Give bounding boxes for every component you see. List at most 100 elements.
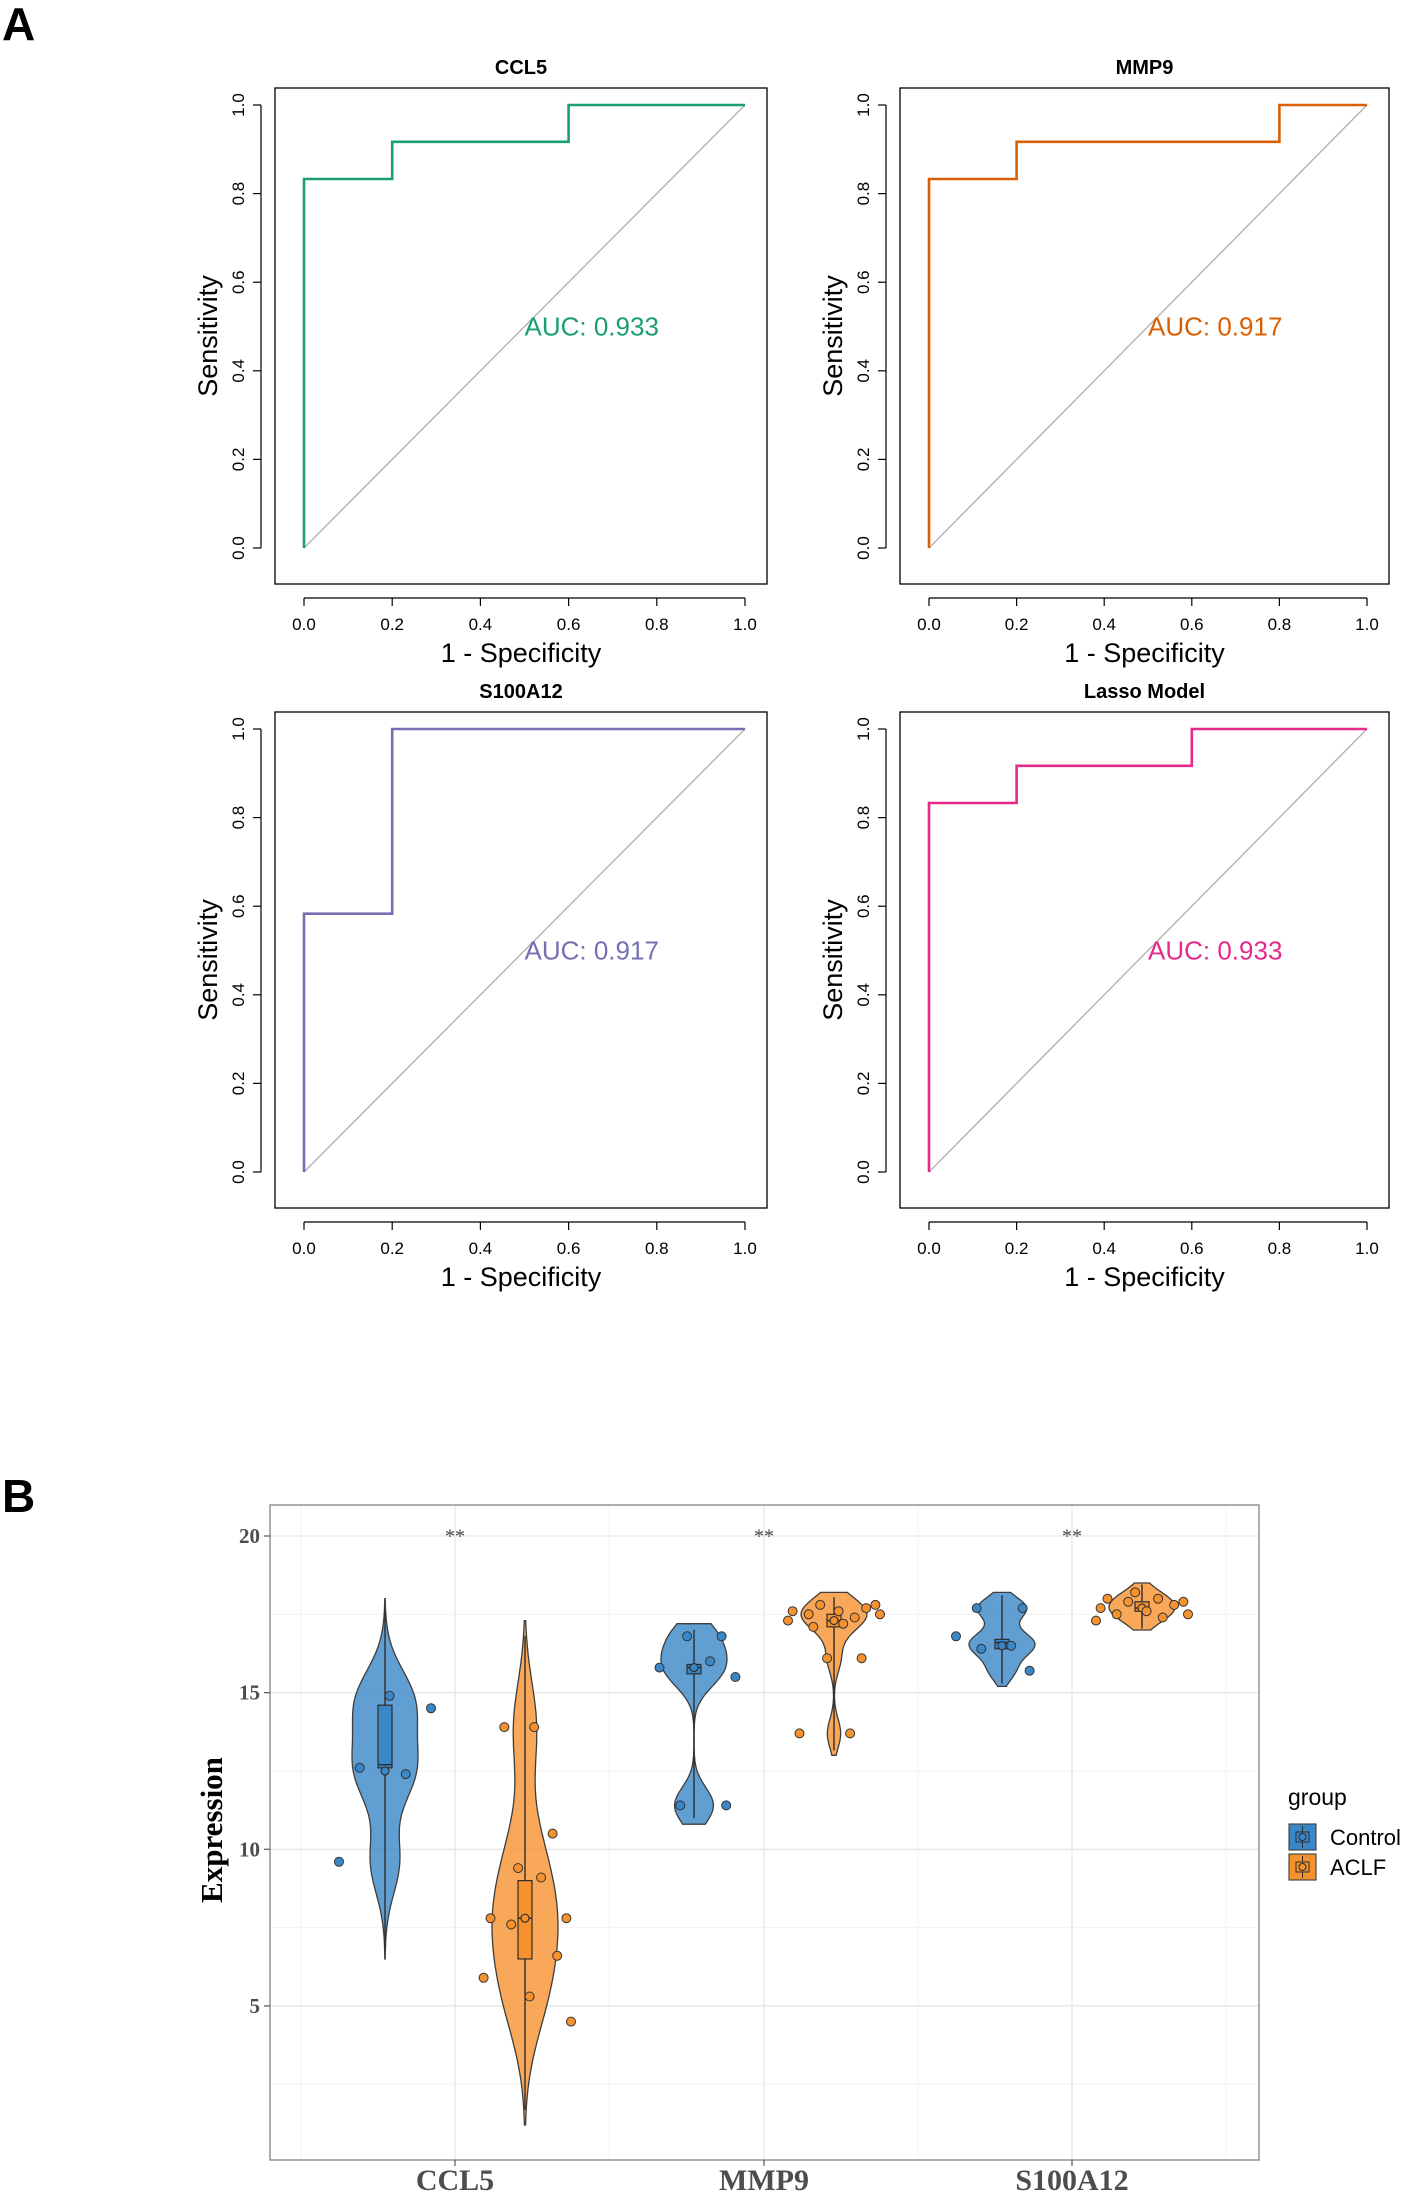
mean-marker bbox=[689, 1663, 699, 1673]
violin-ccl5-control bbox=[334, 1598, 436, 1960]
y-tick-label: 0.8 bbox=[854, 182, 873, 206]
data-point bbox=[1153, 1593, 1164, 1604]
y-tick-label: 1.0 bbox=[229, 93, 248, 117]
data-point bbox=[1130, 1587, 1141, 1598]
violin-s100a12-aclf bbox=[1091, 1582, 1193, 1631]
data-point bbox=[675, 1800, 686, 1811]
significance-label: ** bbox=[1062, 1525, 1082, 1547]
data-point bbox=[499, 1722, 510, 1733]
x-tick-label: 1.0 bbox=[1355, 615, 1379, 634]
data-point bbox=[815, 1599, 826, 1610]
x-tick-label: 0.6 bbox=[1180, 615, 1204, 634]
data-point bbox=[803, 1609, 814, 1620]
data-point bbox=[552, 1950, 563, 1961]
data-point bbox=[547, 1828, 558, 1839]
y-tick-label: 0.4 bbox=[854, 359, 873, 383]
plot-frame bbox=[899, 711, 1390, 1209]
legend-entry-control: Control bbox=[1288, 1823, 1401, 1851]
y-tick-label: 0.6 bbox=[854, 270, 873, 294]
x-axis-label: 1 - Specificity bbox=[1064, 1262, 1225, 1292]
chart-title: Lasso Model bbox=[1084, 681, 1205, 703]
data-point bbox=[971, 1603, 982, 1614]
data-point bbox=[1006, 1640, 1017, 1651]
mean-marker bbox=[829, 1616, 839, 1626]
data-point bbox=[566, 2016, 576, 2027]
x-tick-label: 0.0 bbox=[292, 615, 316, 634]
x-tick-label: 0.2 bbox=[1005, 1239, 1029, 1258]
significance-label: ** bbox=[754, 1525, 774, 1547]
data-point bbox=[1091, 1615, 1101, 1626]
auc-label: AUC: 0.933 bbox=[1148, 935, 1282, 965]
y-axis-label: Sensitivity bbox=[818, 899, 848, 1021]
y-tick-label: 0.0 bbox=[854, 536, 873, 560]
mean-marker bbox=[997, 1641, 1007, 1651]
y-tick-label: 0.4 bbox=[854, 983, 873, 1007]
violin-s100a12-control bbox=[951, 1591, 1036, 1688]
diagonal-reference-line bbox=[928, 728, 1368, 1173]
y-tick-label: 0.6 bbox=[229, 894, 248, 918]
data-point bbox=[561, 1913, 572, 1924]
data-point bbox=[506, 1919, 517, 1930]
data-point bbox=[951, 1631, 961, 1642]
x-tick-label: 0.6 bbox=[1180, 1239, 1204, 1258]
y-tick-label: 0.0 bbox=[229, 1160, 248, 1184]
x-tick-label: 0.6 bbox=[557, 1239, 581, 1258]
legend-title: group bbox=[1288, 1784, 1347, 1810]
data-point bbox=[716, 1631, 727, 1642]
x-tick-label: 1.0 bbox=[733, 1239, 757, 1258]
data-point bbox=[794, 1728, 805, 1739]
data-point bbox=[1102, 1593, 1113, 1604]
data-point bbox=[1141, 1606, 1152, 1617]
y-tick-label: 0.0 bbox=[854, 1160, 873, 1184]
data-point bbox=[1095, 1603, 1106, 1614]
data-point bbox=[705, 1656, 716, 1667]
legend-entry-aclf: ACLF bbox=[1288, 1853, 1386, 1881]
y-tick-label: 0.4 bbox=[229, 359, 248, 383]
x-tick-label: 0.2 bbox=[380, 615, 404, 634]
auc-label: AUC: 0.917 bbox=[1148, 311, 1282, 341]
roc-chart-4: Lasso Model 0.0 0.2 0.4 0.6 0.8 1.0 1 - Specifi… bbox=[818, 681, 1390, 1292]
data-point bbox=[1183, 1609, 1193, 1620]
y-axis-label: Sensitivity bbox=[193, 275, 223, 397]
data-point bbox=[524, 1991, 535, 2002]
data-point bbox=[870, 1599, 881, 1610]
x-axis-label: 1 - Specificity bbox=[1064, 638, 1225, 668]
legend-label: Control bbox=[1330, 1825, 1401, 1850]
x-tick-label: 0.6 bbox=[557, 615, 581, 634]
x-tick-label: 0.2 bbox=[1005, 615, 1029, 634]
y-tick-label: 10 bbox=[239, 1837, 260, 1861]
x-tick-label: 0.0 bbox=[917, 615, 941, 634]
data-point bbox=[1017, 1603, 1028, 1614]
y-tick-label: 5 bbox=[250, 1994, 261, 2018]
y-tick-label: 0.4 bbox=[229, 983, 248, 1007]
data-point bbox=[845, 1728, 856, 1739]
x-tick-label: 1.0 bbox=[1355, 1239, 1379, 1258]
panel-b-label: B bbox=[2, 1470, 35, 1522]
data-point bbox=[1169, 1599, 1180, 1610]
roc-curve bbox=[927, 103, 1367, 548]
y-tick-label: 15 bbox=[239, 1681, 260, 1705]
data-point bbox=[478, 1972, 489, 1983]
y-tick-label: 1.0 bbox=[854, 717, 873, 741]
data-point bbox=[787, 1606, 798, 1617]
diagonal-reference-line bbox=[928, 104, 1368, 549]
plot-frame bbox=[899, 87, 1390, 585]
data-point bbox=[849, 1612, 860, 1623]
y-tick-label: 0.0 bbox=[229, 536, 248, 560]
y-tick-label: 0.8 bbox=[229, 806, 248, 830]
x-tick-label: 0.4 bbox=[1092, 1239, 1116, 1258]
data-point bbox=[861, 1603, 872, 1614]
data-point bbox=[485, 1913, 496, 1924]
data-point bbox=[400, 1769, 411, 1780]
mean-marker bbox=[380, 1766, 390, 1776]
data-point bbox=[856, 1653, 867, 1664]
chart-title: CCL5 bbox=[495, 57, 547, 79]
x-tick-label: 0.8 bbox=[1268, 615, 1292, 634]
data-point bbox=[1157, 1612, 1168, 1623]
x-axis-label: 1 - Specificity bbox=[441, 638, 602, 668]
violin-ccl5-aclf bbox=[478, 1619, 576, 2126]
roc-chart-3: S100A12 0.0 0.2 0.4 0.6 0.8 1.0 1 - Specificity… bbox=[193, 681, 768, 1292]
data-point bbox=[833, 1606, 844, 1617]
roc-panels: CCL5 0.0 0.2 0.4 0.6 0.8 1.0 1 - Specificity 0.0… bbox=[193, 57, 1390, 1292]
roc-curve bbox=[302, 727, 745, 1172]
